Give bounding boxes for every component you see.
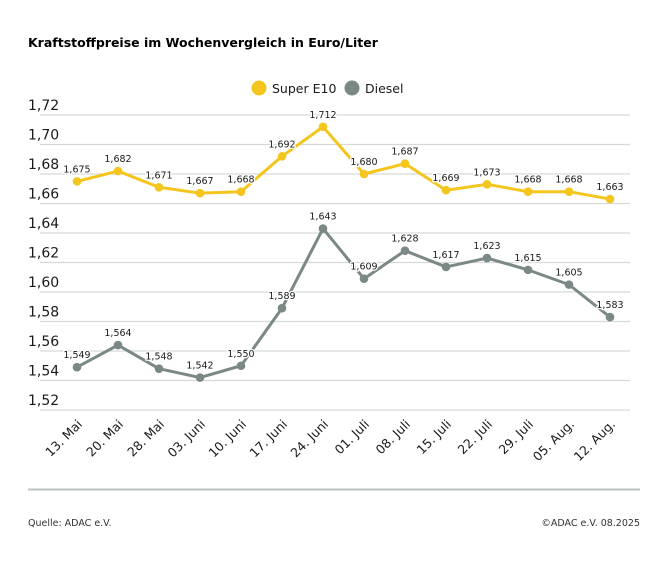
y-tick-label: 1,58 <box>28 305 59 321</box>
legend-marker <box>344 80 360 96</box>
data-point <box>72 362 82 372</box>
gridlines <box>40 114 630 411</box>
data-label: 1,643 <box>309 212 336 223</box>
data-point <box>154 182 164 192</box>
y-tick-label: 1,62 <box>28 246 59 262</box>
data-point <box>605 194 615 204</box>
x-tick-label: 22. Juli <box>455 417 496 458</box>
data-point <box>564 187 574 196</box>
x-tick-label: 12. Aug. <box>571 417 619 465</box>
y-tick-label: 1,52 <box>28 393 59 409</box>
data-point <box>400 246 410 255</box>
y-tick-label: 1,54 <box>28 364 59 380</box>
data-point <box>195 188 205 198</box>
data-point <box>113 166 123 176</box>
data-label: 1,542 <box>186 361 213 372</box>
data-point <box>318 224 328 233</box>
data-label: 1,605 <box>555 268 582 279</box>
y-axis-ticks: 1,52 1,54 1,56 1,58 1,60 1,62 1,64 1,66 1,68 1,70… <box>28 98 59 409</box>
x-tick-label: 01. Juli <box>332 417 373 458</box>
data-label: 1,623 <box>473 241 500 252</box>
y-tick-label: 1,64 <box>28 216 59 232</box>
data-point <box>154 364 164 374</box>
data-label: 1,667 <box>186 176 213 187</box>
data-label: 1,583 <box>596 300 623 311</box>
y-tick-label: 1,60 <box>28 275 59 291</box>
data-label: 1,548 <box>145 352 172 363</box>
y-tick-label: 1,66 <box>28 187 59 203</box>
data-label: 1,675 <box>63 164 90 175</box>
data-label: 1,564 <box>104 328 131 339</box>
data-point <box>441 185 451 195</box>
data-label: 1,669 <box>432 173 459 184</box>
data-label: 1,687 <box>391 147 418 158</box>
y-tick-label: 1,68 <box>28 157 59 173</box>
data-label: 1,615 <box>514 253 541 264</box>
data-point <box>359 169 369 179</box>
x-tick-label: 15. Juli <box>414 417 455 458</box>
data-point <box>72 177 82 186</box>
data-point <box>277 303 287 313</box>
data-label: 1,712 <box>309 110 336 121</box>
data-point <box>195 373 205 382</box>
data-label: 1,668 <box>555 175 582 186</box>
data-point <box>564 280 574 289</box>
x-tick-label: 24. Juni <box>287 417 331 461</box>
data-label: 1,609 <box>350 262 377 273</box>
data-point <box>605 312 615 322</box>
x-tick-label: 20. Mai <box>83 417 126 460</box>
data-point <box>113 340 123 350</box>
data-label: 1,673 <box>473 167 500 178</box>
data-label: 1,549 <box>63 350 90 361</box>
data-point <box>236 187 246 196</box>
data-point <box>400 159 410 168</box>
data-label: 1,680 <box>350 157 377 168</box>
data-point <box>523 187 533 196</box>
legend-label: Diesel <box>365 81 403 96</box>
y-tick-label: 1,70 <box>28 128 59 144</box>
series-diesel: 1,549 1,564 1,548 1,542 1,550 1,589 1,643 1,609… <box>62 210 625 382</box>
y-tick-label: 1,56 <box>28 334 59 350</box>
x-tick-label: 03. Juni <box>164 417 208 461</box>
data-label: 1,628 <box>391 234 418 245</box>
data-label: 1,668 <box>227 175 254 186</box>
x-tick-label: 29. Juli <box>496 417 537 458</box>
x-tick-label: 10. Juni <box>205 417 249 461</box>
x-tick-label: 05. Aug. <box>530 417 578 465</box>
data-label: 1,617 <box>432 250 459 261</box>
data-label: 1,692 <box>268 139 295 150</box>
copyright-note: ©ADAC e.V. 08.2025 <box>541 518 640 529</box>
series-group: 1,675 1,682 1,671 1,667 1,668 1,692 1,712 1,680… <box>62 109 625 382</box>
data-point <box>482 253 492 263</box>
x-tick-label: 13. Mai <box>42 417 85 460</box>
x-tick-label: 08. Juli <box>373 417 414 458</box>
x-tick-label: 17. Juni <box>246 417 290 461</box>
x-tick-label: 28. Mai <box>124 417 167 460</box>
legend-label: Super E10 <box>272 81 336 96</box>
data-label: 1,671 <box>145 170 172 181</box>
data-label: 1,663 <box>596 182 623 193</box>
data-point <box>482 180 492 189</box>
data-point <box>277 152 287 161</box>
data-label: 1,550 <box>227 349 254 360</box>
data-point <box>523 265 533 275</box>
data-point <box>359 274 369 284</box>
data-label: 1,682 <box>104 154 131 165</box>
data-label: 1,589 <box>268 291 295 302</box>
series-line <box>76 227 611 380</box>
y-tick-label: 1,72 <box>28 98 59 114</box>
legend-marker <box>251 80 267 96</box>
data-point <box>318 122 328 132</box>
series-super-e10: 1,675 1,682 1,671 1,667 1,668 1,692 1,712 1,680… <box>62 109 625 204</box>
data-label: 1,668 <box>514 175 541 186</box>
series-line <box>76 125 611 201</box>
data-point <box>441 262 451 272</box>
source-note: Quelle: ADAC e.V. <box>28 518 111 529</box>
chart-title: Kraftstoffpreise im Wochenvergleich in E… <box>28 35 379 50</box>
legend: Super E10 Diesel <box>251 80 403 96</box>
data-point <box>236 361 246 371</box>
